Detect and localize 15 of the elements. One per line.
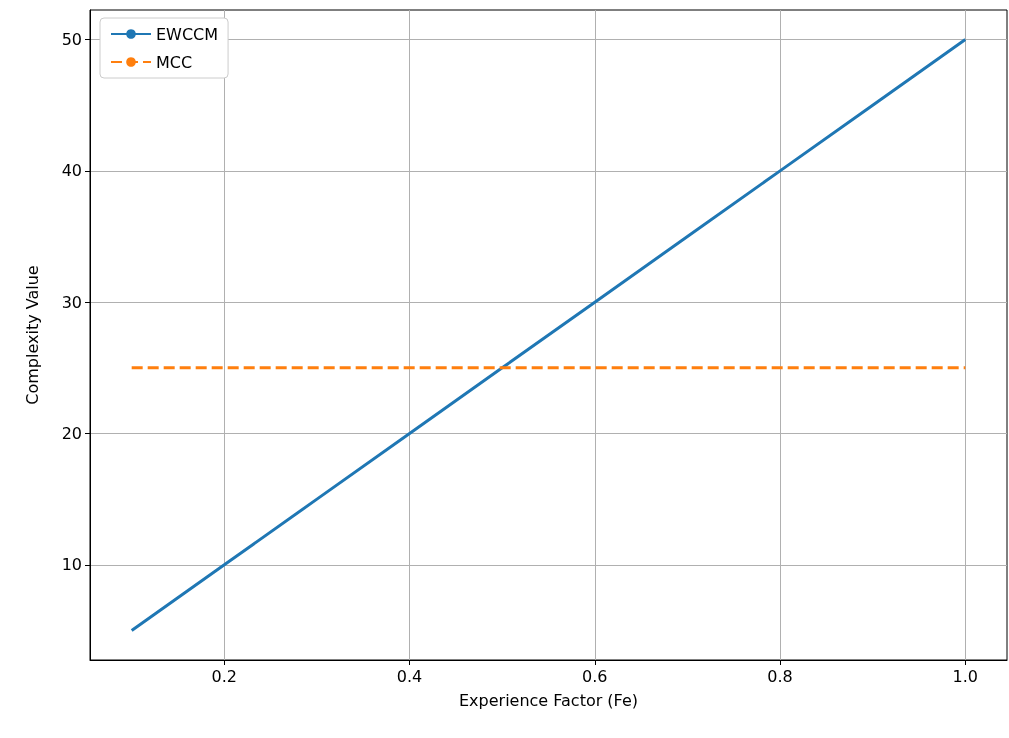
y-tick-label: 20 <box>61 423 82 443</box>
y-tick-label: 50 <box>61 30 82 50</box>
x-tick-label: 1.0 <box>952 666 979 686</box>
y-tick-label: 40 <box>61 161 82 181</box>
x-tick-label: 0.8 <box>767 666 793 686</box>
legend-label: EWCCM <box>156 24 219 44</box>
legend-label: MCC <box>156 52 193 72</box>
y-tick-label: 30 <box>61 292 82 312</box>
y-tick-label: 10 <box>61 555 82 575</box>
y-axis-title: Complexity Value <box>22 265 42 405</box>
x-axis-title: Experience Factor (Fe) <box>458 690 639 710</box>
x-tick-label: 0.2 <box>211 666 238 686</box>
x-tick-label: 0.4 <box>396 666 423 686</box>
x-tick-label: 0.6 <box>582 666 608 686</box>
line-series <box>130 38 967 632</box>
